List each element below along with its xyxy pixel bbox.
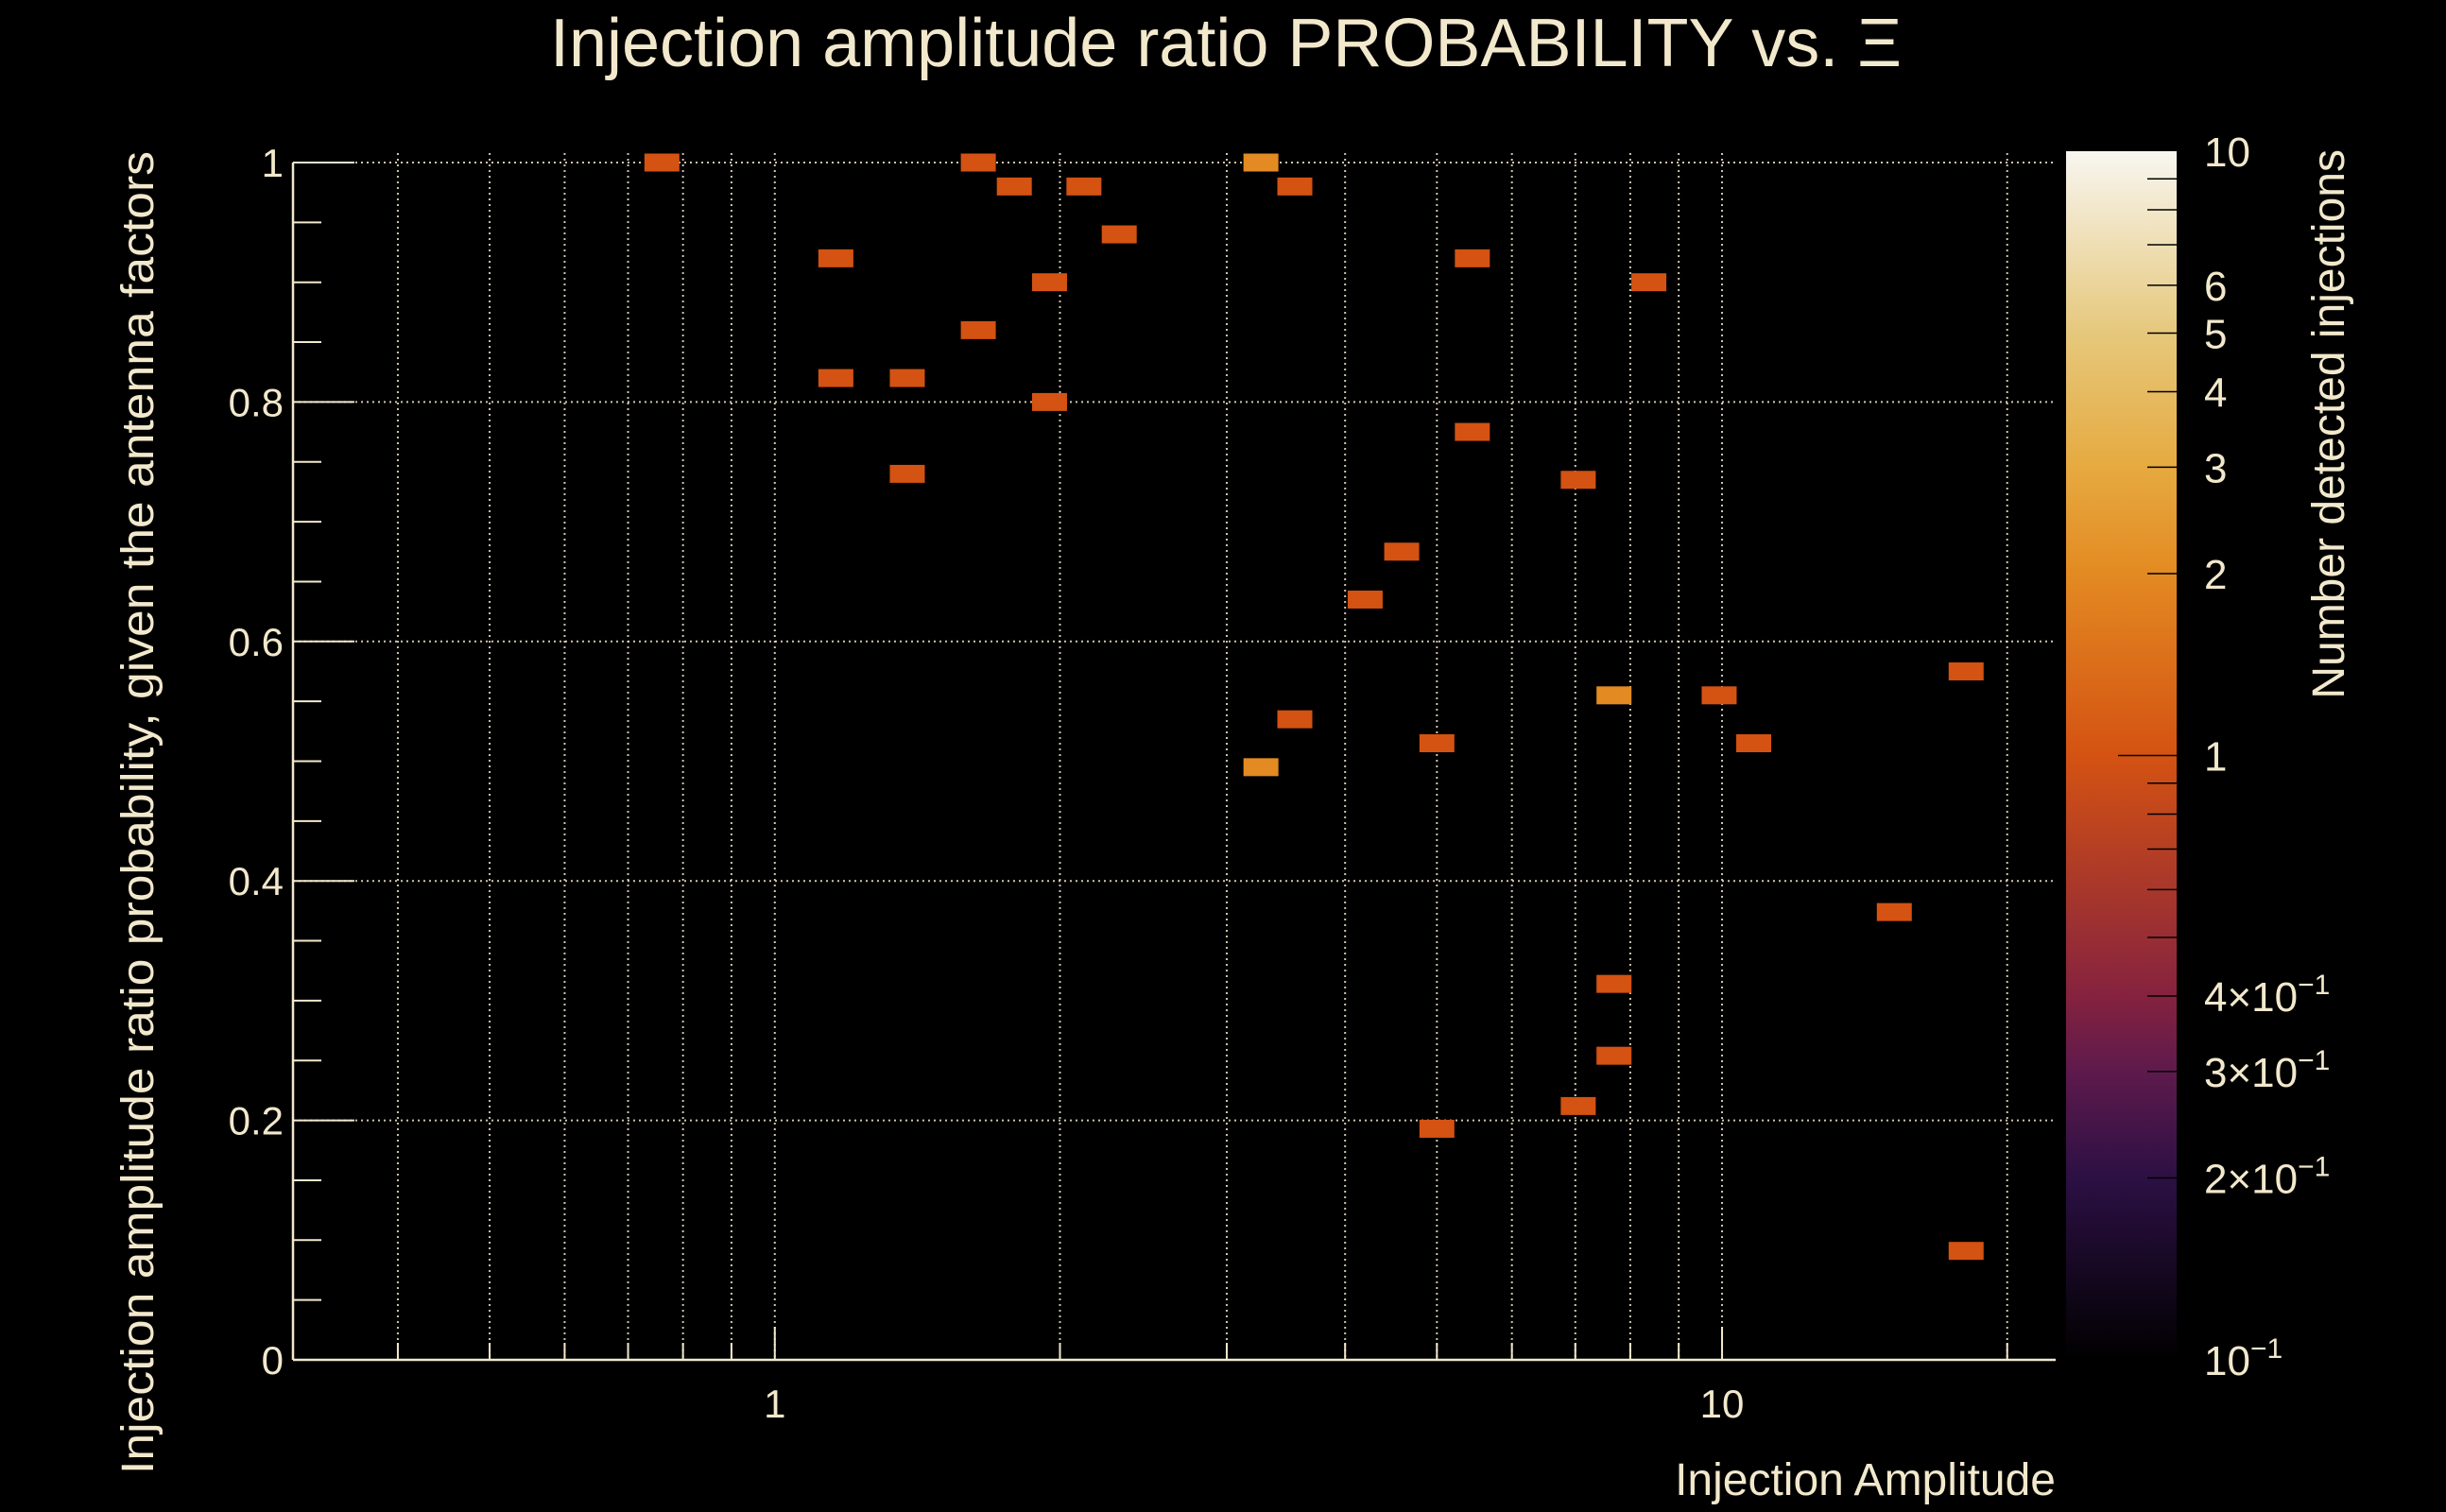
heatmap-cell (1277, 177, 1313, 196)
heatmap-cell (1560, 1096, 1596, 1115)
colorbar-tick-mantissa: 5 (2204, 312, 2227, 358)
colorbar-tick-exponent: −1 (2298, 1151, 2330, 1182)
y-axis-label: Injection amplitude ratio probability, g… (113, 151, 164, 1474)
colorbar-label: Number detected injections (2304, 149, 2354, 699)
heatmap-cell (1948, 662, 1984, 680)
y-tick-label: 0.6 (229, 620, 284, 664)
y-tick-label: 0.8 (229, 380, 284, 424)
heatmap-cell (1631, 273, 1667, 292)
colorbar-tick-mantissa: 3 (2204, 445, 2227, 491)
heatmap-cell (1596, 974, 1632, 993)
colorbar-tick-label: 2 (2204, 552, 2227, 598)
colorbar-tick-label: 10 (2204, 129, 2250, 176)
heatmap-cell (1596, 686, 1632, 705)
heatmap-cell (1243, 758, 1279, 777)
heatmap-cell (1031, 273, 1067, 292)
colorbar-tick-mantissa: 3×10 (2204, 1050, 2298, 1096)
heatmap-cell (1101, 225, 1137, 244)
heatmap-cells (644, 153, 1984, 1261)
heatmap-cell (1066, 177, 1102, 196)
colorbar-tick-mantissa: 1 (2204, 734, 2227, 781)
colorbar-tick-exponent: −1 (2298, 970, 2330, 1001)
heatmap-cell (1948, 1242, 1984, 1261)
colorbar-tick-label: 5 (2204, 312, 2227, 358)
heatmap-cell (996, 177, 1032, 196)
heatmap-cell (1701, 686, 1737, 705)
colorbar-tick-mantissa: 6 (2204, 264, 2227, 310)
heatmap-cell (818, 369, 853, 387)
colorbar-tick-label: 4 (2204, 369, 2227, 416)
heatmap-cell (644, 153, 680, 172)
colorbar-tick-mantissa: 4 (2204, 369, 2227, 416)
colorbar-tick-exponent: −1 (2298, 1045, 2330, 1076)
heatmap-cell (1277, 710, 1313, 729)
axes: 0 0.2 0.4 0.6 0.8 1 1 10 (229, 141, 2056, 1426)
x-tick-label: 1 (764, 1382, 785, 1426)
heatmap-cell (1384, 542, 1420, 561)
heatmap-cell (818, 249, 853, 267)
colorbar-tick-mantissa: 10 (2204, 1338, 2250, 1384)
colorbar-tick-label: 3×10−1 (2204, 1045, 2330, 1096)
chart-title: Injection amplitude ratio PROBABILITY vs… (550, 6, 1902, 81)
y-tick-label: 0 (262, 1338, 284, 1383)
colorbar-tick-label: 3 (2204, 445, 2227, 491)
colorbar-tick-label: 2×10−1 (2204, 1151, 2330, 1202)
heatmap-cell (1419, 733, 1455, 752)
x-tick-label: 10 (1700, 1382, 1745, 1426)
colorbar-tick-label: 10−1 (2204, 1333, 2282, 1384)
y-tick-label: 0.4 (229, 859, 284, 903)
heatmap-cell (1243, 153, 1279, 172)
heatmap-cell (889, 369, 925, 387)
heatmap-cell (1736, 733, 1772, 752)
heatmap-cell (889, 464, 925, 483)
colorbar-tick-exponent: −1 (2250, 1333, 2282, 1365)
heatmap-cell (960, 320, 996, 339)
colorbar-tick-mantissa: 10 (2204, 129, 2250, 176)
heatmap-cell (1596, 1046, 1632, 1065)
colorbar-tick-label: 4×10−1 (2204, 970, 2330, 1021)
heatmap-cell (1455, 422, 1490, 441)
x-axis-label: Injection Amplitude (1675, 1455, 2056, 1505)
y-tick-label: 0.2 (229, 1099, 284, 1143)
colorbar-tick-label: 6 (2204, 264, 2227, 310)
colorbar-tick-label: 1 (2204, 734, 2227, 781)
grid-lines (293, 153, 2056, 1360)
heatmap-cell (1560, 471, 1596, 490)
colorbar-tick-mantissa: 4×10 (2204, 974, 2298, 1021)
colorbar-tick-mantissa: 2×10 (2204, 1156, 2298, 1202)
heatmap-cell (1455, 249, 1490, 267)
y-tick-label: 1 (262, 141, 284, 185)
heatmap-cell (960, 153, 996, 172)
heatmap-cell (1419, 1119, 1455, 1138)
heatmap-cell (1876, 902, 1912, 921)
heatmap-cell (1031, 392, 1067, 411)
heatmap-cell (1347, 590, 1383, 609)
colorbar-tick-mantissa: 2 (2204, 552, 2227, 598)
